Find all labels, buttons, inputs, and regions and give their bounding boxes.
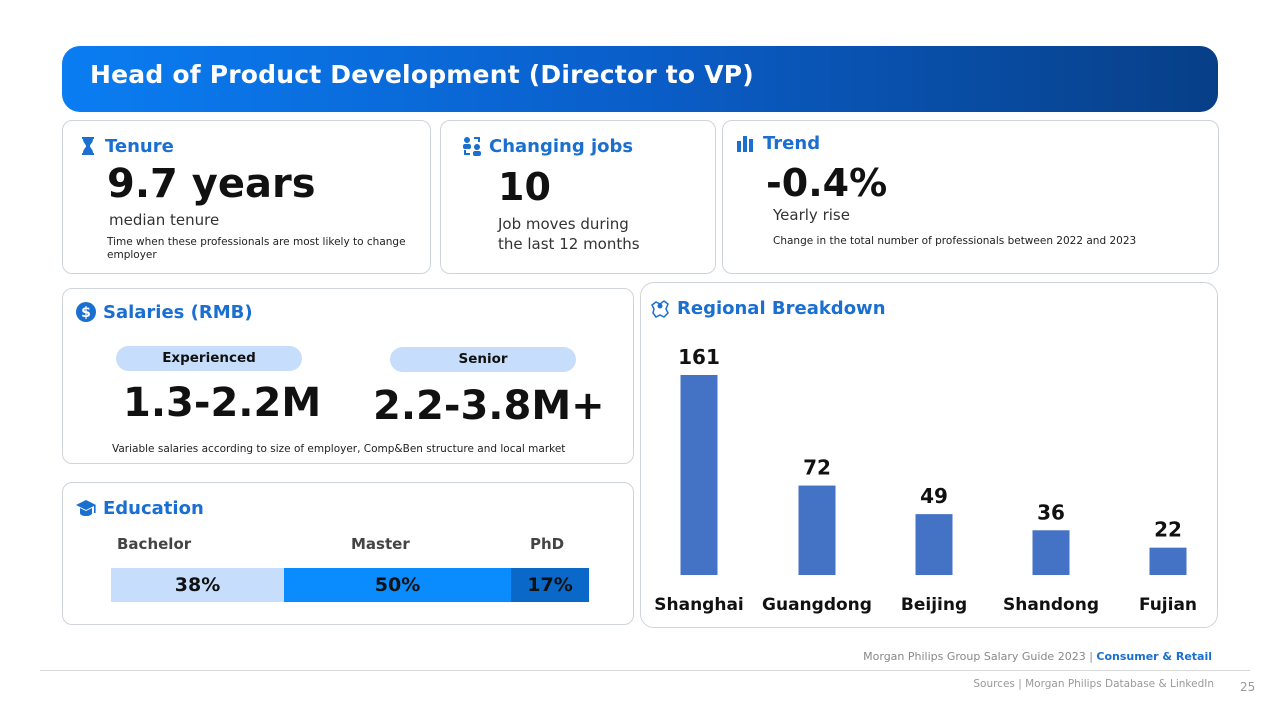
experienced-salary: 1.3-2.2M	[123, 380, 322, 426]
footer-sources: Sources | Morgan Philips Database & Link…	[973, 678, 1214, 690]
phd-bar: 17%	[511, 568, 589, 602]
bachelor-label: Bachelor	[117, 535, 192, 553]
changing-jobs-sub: Job moves during the last 12 months	[498, 215, 640, 253]
footer-guide-text: Morgan Philips Group Salary Guide 2023 |	[863, 650, 1093, 663]
tenure-header: Tenure	[77, 135, 174, 157]
value-label-guangdong: 72	[803, 456, 831, 480]
graduation-cap-icon	[76, 500, 96, 516]
tenure-value: 9.7 years	[107, 161, 316, 207]
page-title: Head of Product Development (Director to…	[90, 60, 754, 89]
svg-text:$: $	[81, 305, 91, 321]
footer-guide: Morgan Philips Group Salary Guide 2023 |…	[863, 650, 1212, 663]
trend-card: Trend -0.4% Yearly rise Change in the to…	[722, 120, 1219, 274]
trend-note: Change in the total number of profession…	[773, 235, 1137, 247]
trend-sub: Yearly rise	[773, 206, 850, 224]
trend-header: Trend	[735, 132, 820, 154]
regional-bar-chart: 161 Shanghai 72 Guangdong 49 Beijing 36 Shandon…	[654, 345, 1197, 615]
phd-label: PhD	[530, 535, 565, 553]
category-label-beijing: Beijing	[901, 595, 967, 615]
map-pin-icon	[651, 300, 669, 318]
salaries-note: Variable salaries according to size of e…	[112, 443, 566, 455]
senior-pill: Senior	[390, 347, 576, 372]
category-label-shandong: Shandong	[1003, 595, 1099, 615]
master-label: Master	[351, 535, 410, 553]
regional-label: Regional Breakdown	[677, 297, 886, 319]
changing-jobs-value: 10	[498, 165, 551, 209]
bar-shandong	[1032, 530, 1070, 575]
value-label-shanghai: 161	[678, 345, 720, 369]
title-banner: Head of Product Development (Director to…	[62, 46, 1218, 112]
tenure-label: Tenure	[105, 135, 174, 157]
regional-card: Regional Breakdown 161 Shanghai 72 Guangdon…	[640, 282, 1218, 628]
category-label-guangdong: Guangdong	[762, 595, 872, 615]
value-label-fujian: 22	[1154, 518, 1182, 542]
dollar-icon: $	[76, 302, 96, 322]
category-label-fujian: Fujian	[1139, 595, 1197, 615]
bar-beijing	[915, 514, 953, 575]
hourglass-icon	[82, 137, 94, 155]
salaries-card: $ Salaries (RMB) Experienced Senior 1.3-…	[62, 288, 634, 464]
tenure-sub: median tenure	[109, 211, 220, 229]
education-header: Education	[75, 497, 204, 519]
education-card: Education Bachelor Master PhD 38% 50% 17…	[62, 482, 634, 625]
master-bar: 50%	[284, 568, 511, 602]
senior-salary: 2.2-3.8M+	[373, 383, 605, 429]
trend-value: -0.4%	[766, 161, 888, 205]
changing-jobs-label: Changing jobs	[489, 135, 634, 157]
bar-guangdong	[798, 485, 836, 575]
category-label-shanghai: Shanghai	[654, 595, 744, 615]
footer-divider	[40, 670, 1250, 671]
value-label-beijing: 49	[920, 484, 948, 508]
changing-jobs-card: Changing jobs 10 Job moves during the la…	[440, 120, 716, 274]
salaries-header: $ Salaries (RMB)	[75, 301, 253, 323]
tenure-note: Time when these professionals are most l…	[107, 236, 406, 261]
experienced-pill: Experienced	[116, 346, 302, 371]
regional-header: Regional Breakdown	[649, 297, 886, 319]
bar-fujian	[1149, 547, 1187, 575]
trend-label: Trend	[763, 132, 821, 154]
bar-chart-icon	[737, 136, 753, 152]
people-exchange-icon	[463, 137, 481, 156]
education-label: Education	[103, 497, 204, 519]
page-number: 25	[1240, 680, 1256, 694]
tenure-card: Tenure 9.7 years median tenure Time when…	[62, 120, 431, 274]
value-label-shandong: 36	[1037, 500, 1065, 524]
changing-jobs-header: Changing jobs	[461, 135, 633, 157]
bachelor-bar: 38%	[111, 568, 284, 602]
footer-sector: Consumer & Retail	[1096, 650, 1212, 663]
salaries-label: Salaries (RMB)	[103, 301, 253, 323]
bar-shanghai	[680, 375, 718, 575]
